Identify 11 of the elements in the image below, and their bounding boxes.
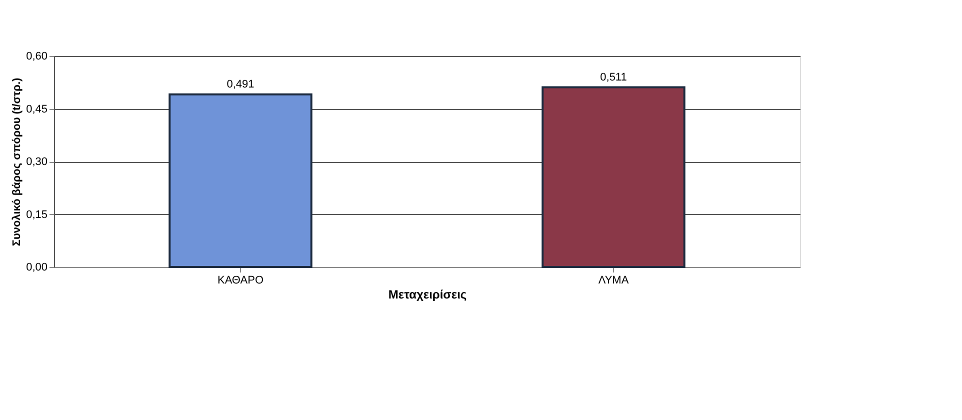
data-label: 0,491 (226, 78, 254, 90)
y-axis-title: Συνολικό βάρος σπόρου (t/στρ.) (11, 78, 24, 246)
y-tick-label: 0,00 (26, 262, 48, 274)
y-tick-label: 0,30 (26, 156, 48, 168)
y-tick-label: 0,45 (26, 103, 48, 116)
data-label: 0,511 (600, 71, 627, 84)
y-tick-label: 0,15 (26, 208, 48, 221)
y-tick-label: 0,60 (26, 50, 48, 62)
x-axis-title: Μεταχειρίσεις (388, 288, 467, 302)
x-tick-label: ΛΥΜΑ (598, 274, 630, 286)
x-tick-label: ΚΑΘΑΡΟ (217, 274, 264, 286)
